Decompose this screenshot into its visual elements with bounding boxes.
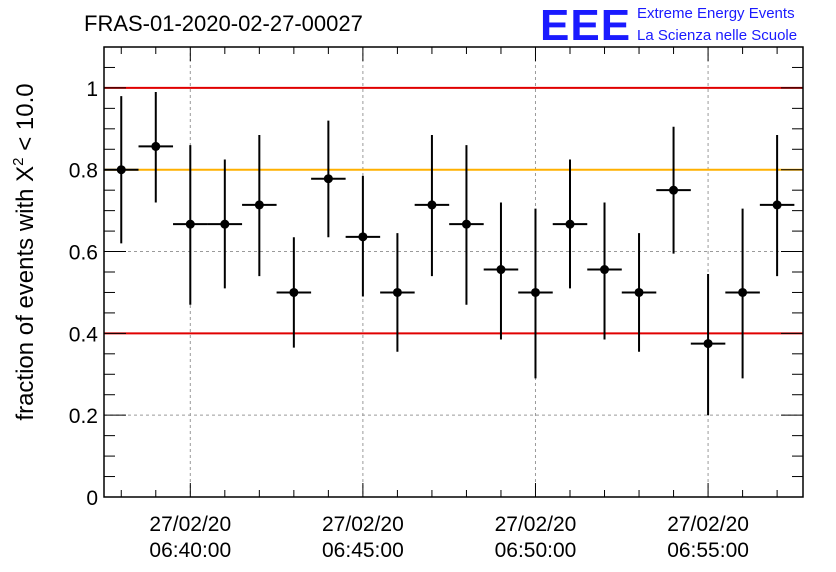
x-tick-label-time: 06:45:00: [322, 539, 404, 562]
logo-line1: Extreme Energy Events: [637, 5, 795, 22]
data-point: [738, 287, 748, 297]
data-point: [530, 287, 540, 297]
x-tick-label-date: 27/02/20: [667, 513, 749, 536]
eee-logo: EEE Extreme Energy Events La Scienza nel…: [540, 1, 797, 50]
y-tick-label: 0.8: [69, 160, 98, 183]
y-tick-label: 0.2: [69, 405, 98, 428]
y-axis-label: fraction of events with X2 < 10.0: [10, 83, 39, 420]
data-point: [565, 219, 575, 229]
data-point: [358, 232, 368, 242]
x-tick-label-time: 06:50:00: [495, 539, 577, 562]
x-tick-label-date: 27/02/20: [149, 513, 231, 536]
data-point: [254, 200, 264, 210]
logo-mark: EEE: [540, 1, 631, 50]
data-point: [600, 265, 610, 275]
data-point: [151, 141, 161, 151]
data-point: [427, 200, 437, 210]
data-point: [772, 200, 782, 210]
y-tick-label: 1: [86, 78, 98, 101]
data-point: [185, 219, 195, 229]
data-point: [220, 219, 230, 229]
data-point: [116, 165, 126, 175]
x-tick-label-date: 27/02/20: [322, 513, 404, 536]
data-point: [496, 265, 506, 275]
data-point: [634, 287, 644, 297]
plot-area: 0 0.2 0.4 0.6 0.8 1 27/02/20 06:40:00 27/02/20 06…: [69, 46, 804, 562]
y-tick-label: 0: [86, 487, 98, 510]
data-point: [323, 174, 333, 184]
data-point: [461, 219, 471, 229]
y-tick-label: 0.6: [69, 242, 98, 265]
y-tick-label: 0.4: [69, 323, 99, 346]
data-point: [669, 185, 679, 195]
data-point: [289, 287, 299, 297]
logo-line2: La Scienza nelle Scuole: [637, 27, 797, 44]
data-point: [703, 339, 713, 349]
x-tick-label-time: 06:40:00: [149, 539, 231, 562]
chart-title: FRAS-01-2020-02-27-00027: [84, 11, 363, 36]
x-tick-label-time: 06:55:00: [667, 539, 749, 562]
data-point: [392, 287, 402, 297]
plot-frame: [103, 46, 804, 498]
x-tick-label-date: 27/02/20: [495, 513, 577, 536]
